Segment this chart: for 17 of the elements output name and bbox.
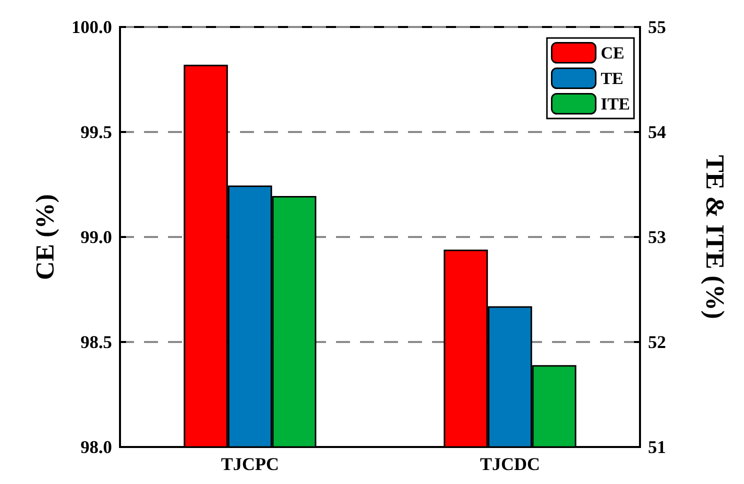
y-tick-label: 100.0 <box>72 17 112 37</box>
y-tick-label: 98.5 <box>80 332 112 352</box>
y2-tick-label: 52 <box>648 332 666 352</box>
x-tick-label: TJCDC <box>480 454 540 474</box>
y2-tick-label: 51 <box>648 437 666 457</box>
y-axis-title: CE (%) <box>30 194 60 280</box>
y2-axis-title: TE & ITE (%) <box>700 155 730 319</box>
legend-label: ITE <box>600 94 630 114</box>
x-tick-label: TJCPC <box>221 454 279 474</box>
legend-label: TE <box>600 68 624 88</box>
y-tick-label: 98.0 <box>80 437 112 457</box>
y2-tick-label: 53 <box>648 227 666 247</box>
y-tick-label: 99.0 <box>80 227 112 247</box>
y2-tick-label: 54 <box>648 122 666 142</box>
y2-tick-label: 55 <box>648 17 666 37</box>
y-tick-label: 99.5 <box>80 122 112 142</box>
legend-label: CE <box>600 43 624 62</box>
